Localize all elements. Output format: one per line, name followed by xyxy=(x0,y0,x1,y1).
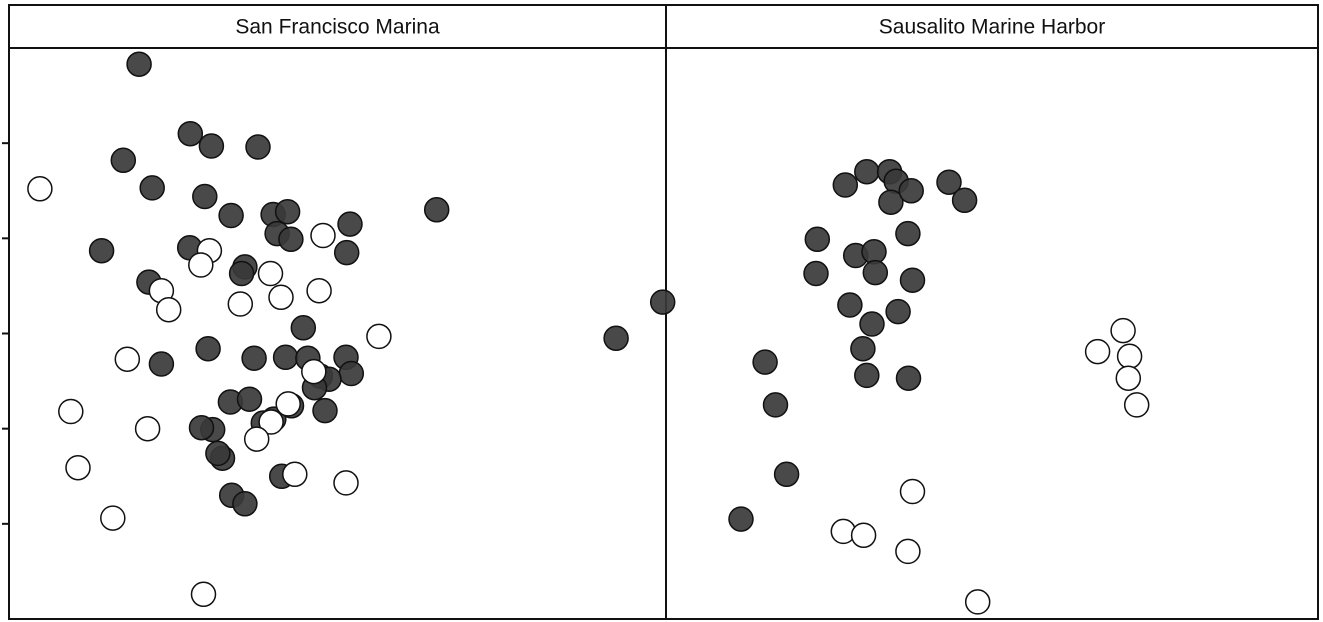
hollow-point xyxy=(257,260,284,287)
filled-point xyxy=(228,260,255,287)
hollow-point xyxy=(333,470,359,496)
panel-title-sausalito-marine-harbor: Sausalito Marine Harbor xyxy=(879,16,1105,39)
hollow-point xyxy=(258,409,284,435)
filled-point xyxy=(188,414,215,441)
filled-point xyxy=(803,260,829,287)
hollow-point xyxy=(243,426,270,452)
filled-point xyxy=(236,386,263,412)
filled-point xyxy=(245,134,271,160)
filled-point xyxy=(88,237,115,264)
hollow-point xyxy=(190,581,217,608)
filled-point xyxy=(728,506,754,532)
filled-point xyxy=(195,335,221,362)
filled-point xyxy=(878,189,904,215)
filled-point xyxy=(936,169,962,195)
filled-point xyxy=(762,392,789,418)
filled-point xyxy=(232,491,258,517)
filled-point xyxy=(804,226,831,253)
hollow-point xyxy=(310,222,336,249)
filled-point xyxy=(333,239,360,266)
filled-point xyxy=(278,226,304,253)
filled-point xyxy=(274,198,301,225)
filled-point xyxy=(773,461,800,488)
hollow-point xyxy=(227,291,254,317)
hollow-point xyxy=(306,277,332,304)
filled-point xyxy=(832,172,859,198)
hollow-point xyxy=(65,454,91,481)
panel-points-san-francisco xyxy=(27,51,676,608)
filled-point xyxy=(241,345,267,371)
filled-point xyxy=(337,211,363,237)
filled-point xyxy=(198,133,225,159)
filled-point xyxy=(148,351,175,377)
filled-point xyxy=(895,220,921,247)
filled-point xyxy=(110,147,137,174)
filled-point xyxy=(895,365,922,391)
filled-point xyxy=(899,267,926,293)
filled-point xyxy=(898,178,924,204)
hollow-point xyxy=(1084,338,1111,365)
panel-points-sausalito xyxy=(728,158,1150,615)
hollow-point xyxy=(1110,317,1136,344)
filled-point xyxy=(951,187,978,214)
figure-frame xyxy=(8,4,1319,620)
hollow-point xyxy=(301,358,327,385)
plot-border xyxy=(8,4,1319,620)
filled-point xyxy=(862,259,889,286)
filled-point xyxy=(139,175,165,201)
filled-point xyxy=(338,360,365,387)
filled-point xyxy=(850,335,876,362)
filled-point xyxy=(177,120,204,147)
filled-point xyxy=(752,349,778,375)
hollow-point xyxy=(114,346,141,372)
hollow-point xyxy=(1115,365,1142,391)
filled-point xyxy=(192,183,218,210)
panel-title-san-francisco-marina: San Francisco Marina xyxy=(235,16,440,39)
filled-point xyxy=(290,315,317,341)
filled-point xyxy=(423,197,450,223)
hollow-point xyxy=(366,323,392,350)
hollow-point xyxy=(100,505,126,531)
filled-point xyxy=(649,289,676,315)
hollow-point xyxy=(1123,392,1150,418)
filled-point xyxy=(272,344,299,371)
filled-point xyxy=(837,292,863,318)
hollow-point xyxy=(899,478,926,505)
hollow-point xyxy=(850,522,877,549)
hollow-point xyxy=(282,461,308,488)
hollow-point xyxy=(1116,343,1143,370)
filled-point xyxy=(854,158,880,185)
filled-point xyxy=(218,202,244,229)
filled-point xyxy=(312,397,338,424)
panel-titles: San Francisco Marina Sausalito Marine Ha… xyxy=(235,16,1105,39)
hollow-point xyxy=(268,284,294,311)
filled-point xyxy=(859,311,885,337)
hollow-point xyxy=(27,176,53,202)
hollow-point xyxy=(275,391,301,417)
filled-point xyxy=(126,51,152,77)
y-axis-ticks xyxy=(2,142,9,525)
filled-point xyxy=(885,298,911,325)
filled-point xyxy=(205,440,231,467)
hollow-point xyxy=(155,296,182,323)
hollow-point xyxy=(964,589,991,615)
filled-point xyxy=(603,325,629,352)
filled-point xyxy=(854,362,880,389)
hollow-point xyxy=(895,538,921,565)
hollow-point xyxy=(134,415,161,442)
hollow-point xyxy=(58,398,84,425)
hollow-point xyxy=(188,252,214,278)
